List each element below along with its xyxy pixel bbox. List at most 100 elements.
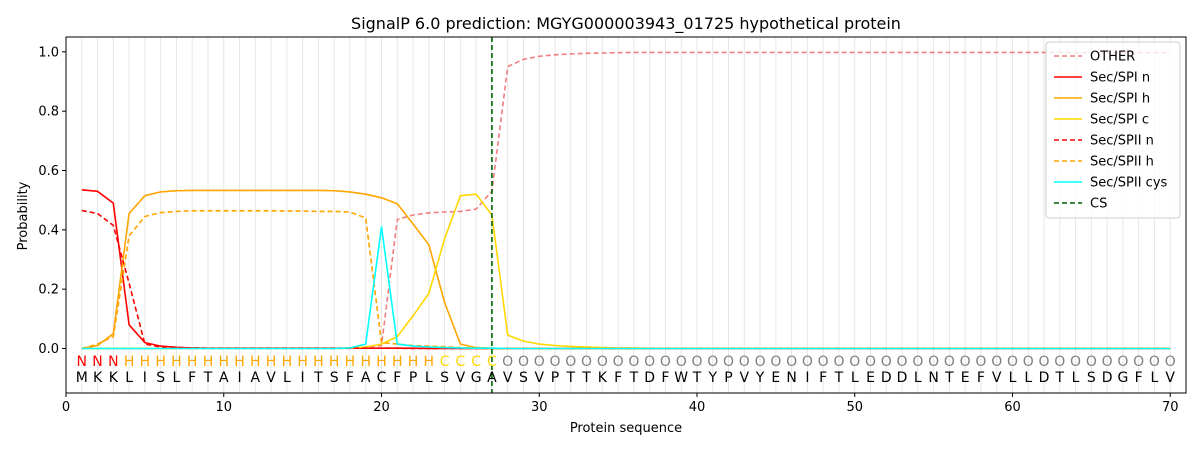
region-label: O [897, 354, 908, 370]
residue-letter: F [819, 370, 827, 386]
series-line-sec-spii-h [81, 210, 1171, 350]
region-label: N [92, 354, 102, 370]
residue-letter: K [93, 370, 103, 386]
residue-letter: M [76, 370, 88, 386]
residue-letter: L [125, 370, 133, 386]
region-label: H [360, 354, 371, 370]
residue-letter: E [866, 370, 875, 386]
region-label: N [108, 354, 118, 370]
legend-label: Sec/SPI n [1090, 71, 1150, 86]
legend-label: Sec/SPI h [1090, 92, 1150, 107]
x-tick-label: 20 [373, 400, 390, 415]
residue-letter: T [692, 370, 702, 386]
y-axis-title: Probability [16, 181, 31, 250]
region-label: O [786, 354, 797, 370]
residue-letter: D [1039, 370, 1050, 386]
region-label: O [739, 354, 750, 370]
region-label: H [171, 354, 182, 370]
region-label: H [203, 354, 214, 370]
residue-letter: V [534, 370, 544, 386]
region-label: O [802, 354, 813, 370]
residue-letter: L [1072, 370, 1080, 386]
region-label: O [1023, 354, 1034, 370]
residue-letter: T [313, 370, 323, 386]
region-label: H [218, 354, 229, 370]
region-label: O [628, 354, 639, 370]
series-line-sec-spi-h [81, 189, 1171, 350]
region-label: O [676, 354, 687, 370]
region-label: O [644, 354, 655, 370]
region-label: O [849, 354, 860, 370]
region-label: O [723, 354, 734, 370]
residue-letter: F [661, 370, 669, 386]
residue-letter: T [203, 370, 213, 386]
y-tick-label: 1.0 [38, 45, 59, 60]
region-label: O [1007, 354, 1018, 370]
residue-letter: S [1087, 370, 1096, 386]
region-label: O [660, 354, 671, 370]
residue-letter: T [1055, 370, 1065, 386]
region-label: O [944, 354, 955, 370]
region-label: O [818, 354, 829, 370]
residue-letter: F [393, 370, 401, 386]
residue-letter: F [346, 370, 354, 386]
residue-letter: L [1009, 370, 1017, 386]
x-tick-label: 50 [846, 400, 863, 415]
series-line-sec-spii-cys [81, 226, 1171, 350]
x-tick-label: 30 [531, 400, 548, 415]
residue-letter: L [851, 370, 859, 386]
region-label: O [1086, 354, 1097, 370]
y-tick-label: 0.6 [38, 164, 59, 179]
residue-letter: V [503, 370, 513, 386]
residue-letter: V [740, 370, 750, 386]
region-label: H [266, 354, 277, 370]
residue-letter: S [156, 370, 165, 386]
region-label: O [518, 354, 529, 370]
residue-letter: T [944, 370, 954, 386]
residue-letter: L [283, 370, 291, 386]
series-line-other [81, 51, 1171, 350]
region-label: O [613, 354, 624, 370]
region-label: O [581, 354, 592, 370]
residue-letter: L [914, 370, 922, 386]
residue-letter: V [266, 370, 276, 386]
residue-letter: W [674, 370, 688, 386]
residue-letter: V [1165, 370, 1175, 386]
chart-title: SignalP 6.0 prediction: MGYG000003943_01… [351, 14, 901, 34]
x-tick-label: 10 [215, 400, 232, 415]
region-label: O [755, 354, 766, 370]
x-tick-label: 0 [62, 400, 70, 415]
residue-letter: P [409, 370, 417, 386]
residue-letter: V [992, 370, 1002, 386]
region-label: H [155, 354, 166, 370]
residue-letter: D [897, 370, 908, 386]
x-tick-label: 70 [1162, 400, 1179, 415]
y-axis: 0.0 0.2 0.4 0.6 0.8 1.0 [38, 45, 66, 357]
y-tick-label: 0.4 [38, 223, 59, 238]
residue-letter: T [834, 370, 844, 386]
residue-letter: D [644, 370, 655, 386]
region-label: O [534, 354, 545, 370]
region-label: H [297, 354, 308, 370]
region-label: H [187, 354, 198, 370]
region-label: O [975, 354, 986, 370]
region-label: O [960, 354, 971, 370]
residue-letter: I [805, 370, 809, 386]
region-label: O [1149, 354, 1160, 370]
plot-frame [65, 36, 1187, 394]
region-label: C [487, 354, 497, 370]
legend: OTHER Sec/SPI n Sec/SPI h Sec/SPI c Sec/SPII… [1045, 41, 1181, 219]
residue-letter: L [1151, 370, 1159, 386]
region-label: O [770, 354, 781, 370]
y-tick-label: 0.0 [38, 342, 59, 357]
residue-letter: F [1135, 370, 1143, 386]
residue-letter: A [219, 370, 229, 386]
x-tick-label: 40 [689, 400, 706, 415]
series-line-sec-spi-c [81, 193, 1171, 350]
region-label: H [140, 354, 151, 370]
residue-letter: F [188, 370, 196, 386]
legend-label: CS [1090, 197, 1107, 212]
residue-letter: S [330, 370, 339, 386]
region-label: H [124, 354, 135, 370]
region-label: O [881, 354, 892, 370]
